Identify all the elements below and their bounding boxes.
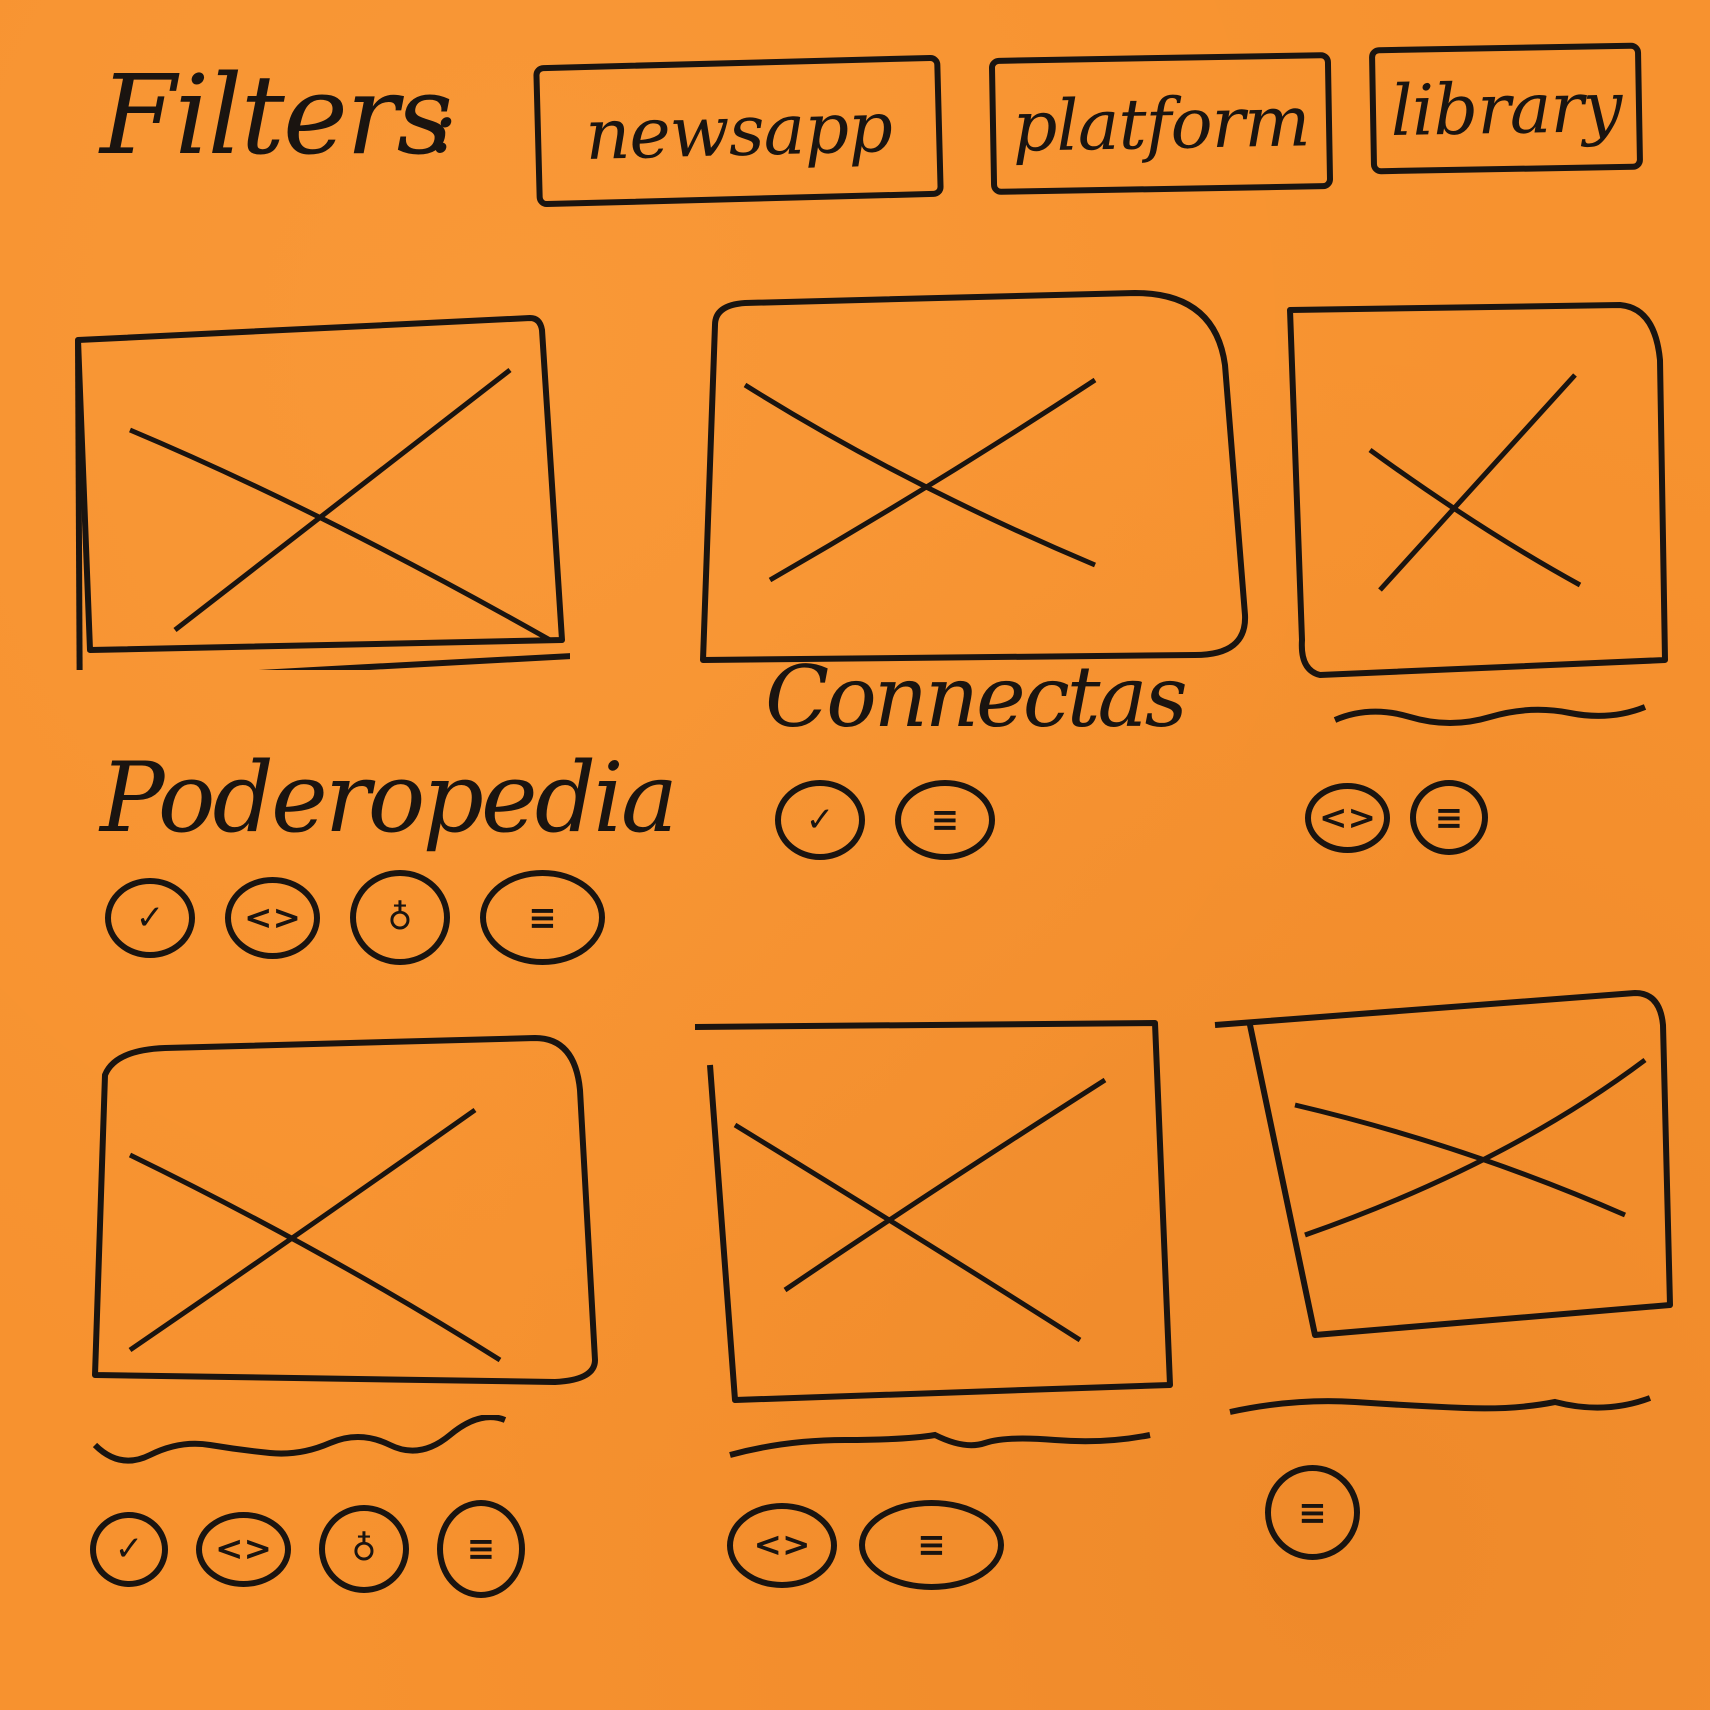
- tech-icons: ✓ <> ♁ ≡: [105, 870, 605, 965]
- filters-colon: :: [430, 78, 457, 171]
- check-icon[interactable]: ✓: [105, 877, 195, 958]
- placeholder-x-icon: [700, 290, 1249, 663]
- placeholder-x-icon: [75, 315, 570, 670]
- tech-icons: <> ≡: [727, 1500, 1004, 1590]
- github-icon[interactable]: ♁: [319, 1505, 409, 1593]
- title-scribble: [725, 1415, 1155, 1465]
- image-placeholder[interactable]: [665, 1015, 1185, 1405]
- docs-icon[interactable]: ≡: [895, 780, 995, 860]
- filters-label: Filters: [100, 51, 453, 179]
- project-title[interactable]: Connectas: [765, 648, 1188, 746]
- filter-chip-platform[interactable]: platform: [988, 52, 1334, 195]
- check-icon[interactable]: ✓: [90, 1511, 168, 1587]
- placeholder-x-icon: [1287, 302, 1668, 678]
- filter-chip-library[interactable]: library: [1368, 42, 1644, 175]
- code-icon[interactable]: <>: [727, 1502, 837, 1588]
- docs-icon[interactable]: ≡: [480, 870, 605, 965]
- tech-icons: ✓ <> ♁ ≡: [90, 1500, 525, 1598]
- image-placeholder[interactable]: [695, 285, 1255, 675]
- project-title[interactable]: Poderopedia: [100, 742, 678, 854]
- image-placeholder[interactable]: [70, 310, 570, 670]
- code-icon[interactable]: <>: [1305, 782, 1390, 853]
- tech-icons: ≡: [1265, 1465, 1360, 1560]
- docs-icon[interactable]: ≡: [1265, 1465, 1360, 1560]
- filter-chip-newsapp[interactable]: newsapp: [533, 54, 944, 208]
- title-scribble: [90, 1415, 510, 1475]
- title-scribble: [1330, 695, 1650, 735]
- check-icon[interactable]: ✓: [775, 780, 865, 860]
- code-icon[interactable]: <>: [225, 876, 320, 959]
- code-icon[interactable]: <>: [196, 1511, 291, 1587]
- placeholder-x-icon: [694, 1020, 1173, 1403]
- docs-icon[interactable]: ≡: [859, 1500, 1004, 1590]
- tech-icons: ✓ ≡: [775, 780, 995, 860]
- placeholder-x-icon: [1214, 990, 1673, 1338]
- image-placeholder[interactable]: [75, 1030, 605, 1410]
- title-scribble: [1225, 1380, 1655, 1425]
- image-placeholder[interactable]: [1205, 985, 1675, 1365]
- image-placeholder[interactable]: [1280, 300, 1670, 690]
- docs-icon[interactable]: ≡: [1410, 780, 1488, 855]
- docs-icon[interactable]: ≡: [437, 1500, 525, 1598]
- placeholder-x-icon: [92, 1035, 598, 1385]
- tech-icons: <> ≡: [1305, 780, 1488, 855]
- github-icon[interactable]: ♁: [350, 870, 450, 965]
